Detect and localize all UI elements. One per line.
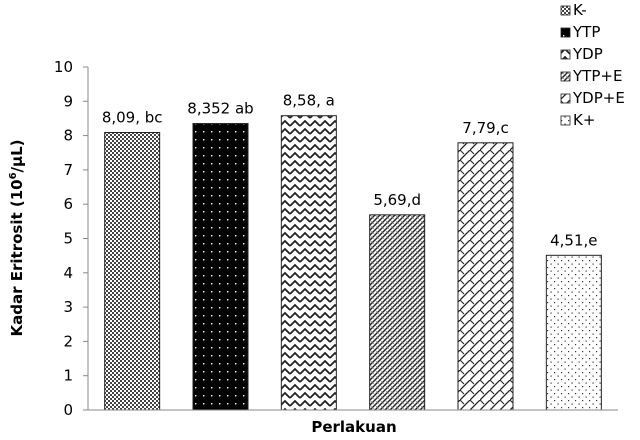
- y-tick-label: 1: [63, 367, 73, 385]
- y-tick-label: 0: [63, 401, 73, 419]
- legend-label: YTP+E: [572, 67, 622, 85]
- bar-ytp: [192, 123, 249, 411]
- data-label: 7,79,c: [462, 119, 508, 137]
- legend-label: YDP+E: [572, 89, 625, 107]
- legend-swatch: [560, 27, 571, 38]
- y-tick-label: 10: [54, 58, 73, 76]
- legend-swatch: [560, 71, 571, 82]
- y-axis-title-superscript: 6: [8, 172, 19, 179]
- data-label: 8,58, a: [283, 92, 335, 110]
- bars: [104, 115, 602, 411]
- y-tick-label: 6: [63, 195, 73, 213]
- y-axis-title-text: Kadar Eritrosit (10: [8, 179, 26, 336]
- legend-swatch: [560, 5, 571, 16]
- legend-label: YDP: [572, 45, 603, 63]
- y-axis-title: Kadar Eritrosit (106/µL): [8, 140, 26, 337]
- bar-ytp-pluse: [369, 214, 426, 411]
- bar-k-minus: [104, 132, 161, 411]
- y-axis-ticks: 0 1 2 3 4 5 6 7 8 9 10: [54, 58, 88, 419]
- svg-text:Kadar Eritrosit (106/µL): Kadar Eritrosit (106/µL): [8, 140, 26, 337]
- legend-label: K-: [573, 1, 587, 19]
- x-axis-title: Perlakuan: [311, 418, 396, 436]
- legend: K- YTP YDP YTP+E YDP+E K+: [560, 1, 625, 129]
- y-tick-label: 5: [63, 230, 73, 248]
- data-label: 5,69,d: [373, 191, 421, 209]
- y-tick-label: 9: [63, 92, 73, 110]
- legend-swatch: [560, 93, 571, 104]
- data-labels: 8,09, bc 8,352 ab 8,58, a 5,69,d 7,79,c 4,51,…: [102, 92, 598, 250]
- legend-swatch: [560, 49, 571, 60]
- legend-swatch: [560, 115, 571, 126]
- y-tick-label: 4: [63, 264, 73, 282]
- y-tick-label: 3: [63, 298, 73, 316]
- bar-ydp: [280, 115, 337, 411]
- y-tick-label: 7: [63, 161, 73, 179]
- legend-label: YTP: [572, 23, 600, 41]
- bar-ydp-pluse: [457, 142, 514, 411]
- bar-k-plus: [545, 254, 602, 411]
- y-axis-title-unit: /µL): [8, 140, 26, 173]
- data-label: 4,51,e: [550, 231, 597, 249]
- legend-label: K+: [573, 111, 595, 129]
- y-tick-label: 8: [63, 127, 73, 145]
- data-label: 8,352 ab: [187, 100, 253, 118]
- data-label: 8,09, bc: [102, 109, 163, 127]
- y-tick-label: 2: [63, 332, 73, 350]
